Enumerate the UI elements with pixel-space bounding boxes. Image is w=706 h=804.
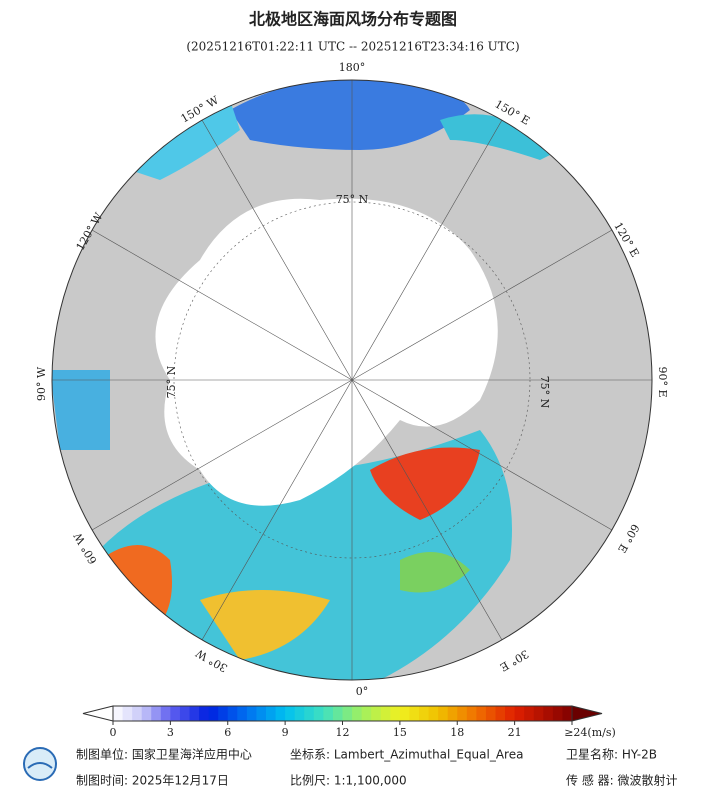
colorbar-swatch [352,706,363,721]
title: 北极地区海面风场分布专题图 [249,10,457,29]
colorbar-tick-label: 18 [450,726,464,739]
colorbar-swatch [304,706,315,721]
colorbar-swatch [122,706,133,721]
colorbar-swatch [485,706,496,721]
colorbar-swatch [447,706,458,721]
colorbar-swatch [199,706,210,721]
colorbar-swatch [533,706,544,721]
colorbar-arrow-low [82,705,114,722]
map [52,80,652,680]
colorbar-swatch [390,706,401,721]
colorbar-tick-label: 9 [282,726,289,739]
colorbar-swatch [524,706,535,721]
colorbar-swatch [151,706,162,721]
footer-date: 制图时间: 2025年12月17日 [76,774,229,788]
colorbar-swatch [466,706,477,721]
colorbar-swatch [543,706,554,721]
colorbar-swatch [495,706,506,721]
colorbar-swatch [505,706,516,721]
colorbar-swatch [514,706,525,721]
colorbar-swatch [361,706,372,721]
footer-sensor: 传 感 器: 微波散射计 [566,773,678,788]
longitude-label: 30° E [498,647,531,674]
colorbar-swatch [294,706,305,721]
colorbar-tick-label: 15 [393,726,407,739]
colorbar-swatch [189,706,200,721]
colorbar-swatch [323,706,334,721]
colorbar-tick-label: 3 [167,726,174,739]
latitude-label: 75° N [336,193,369,206]
colorbar-swatch [208,706,219,721]
longitude-label: 180° [339,61,366,74]
colorbar-swatch [179,706,190,721]
colorbar-swatch [246,706,257,721]
latitude-label: 75° N [538,376,551,409]
footer-unit: 制图单位: 国家卫星海洋应用中心 [76,747,252,762]
footer-crs: 坐标系: Lambert_Azimuthal_Equal_Area [290,748,523,762]
colorbar-swatch [399,706,410,721]
colorbar-swatch [218,706,229,721]
colorbar-tick-label: ≥24(m/s) [564,726,616,739]
longitude-label: 60° E [615,522,642,555]
footer-satellite: 卫星名称: HY-2B [566,747,657,762]
colorbar-swatch [113,706,124,721]
colorbar-swatch [132,706,143,721]
colorbar-swatch [476,706,487,721]
colorbar-swatch [371,706,382,721]
latitude-label: 75° N [165,365,178,398]
colorbar-swatch [380,706,391,721]
colorbar-swatch [285,706,296,721]
colorbar-swatch [457,706,468,721]
colorbar-swatch [227,706,238,721]
colorbar-tick-label: 12 [336,726,350,739]
logo-wave [27,762,53,769]
longitude-label: 90° E [656,366,669,397]
map-border [51,79,653,681]
longitude-label: 0° [356,685,369,698]
footer-scale: 比例尺: 1:1,100,000 [290,774,407,788]
colorbar-swatch [141,706,152,721]
colorbar-swatch [342,706,353,721]
colorbar-tick-label: 0 [110,726,117,739]
colorbar-tick-label: 6 [224,726,231,739]
colorbar-swatch [428,706,439,721]
colorbar-arrow-high [571,705,603,722]
colorbar-tick-label: 21 [508,726,522,739]
colorbar-swatch [256,706,267,721]
colorbar-swatch [438,706,449,721]
colorbar-swatch [562,706,573,721]
colorbar-swatch [237,706,248,721]
colorbar-swatch [266,706,277,721]
colorbar-swatch [160,706,171,721]
subtitle: (20251216T01:22:11 UTC -- 20251216T23:34… [186,40,519,54]
longitude-label: 90° W [35,366,48,401]
colorbar-swatch [332,706,343,721]
colorbar-swatch [275,706,286,721]
colorbar-swatch [552,706,563,721]
colorbar-swatch [419,706,430,721]
colorbar-swatch [313,706,324,721]
colorbar-swatch [409,706,420,721]
colorbar-swatch [170,706,181,721]
